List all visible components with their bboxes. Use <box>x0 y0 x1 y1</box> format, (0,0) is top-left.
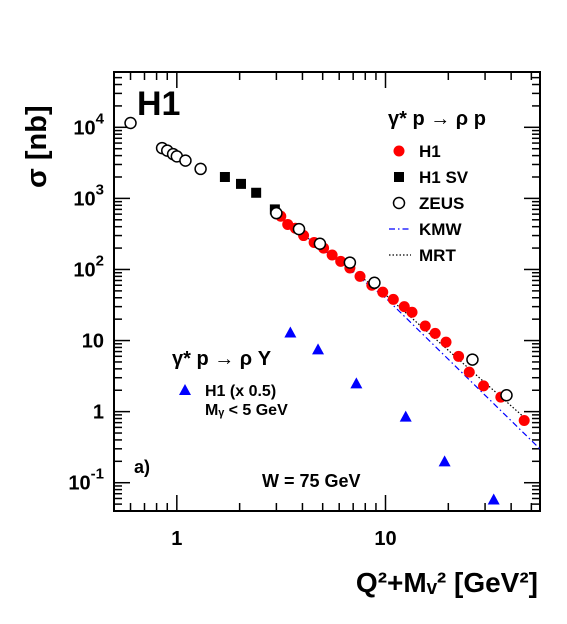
legend-swatch-h1-sv <box>394 172 404 182</box>
dissociation-mass-note: Mᵧ < 5 GeV <box>205 402 288 419</box>
x-tick-label: 10 <box>374 528 396 550</box>
point-h1 <box>406 306 418 318</box>
point-h1 <box>463 366 475 378</box>
point-h1-sv <box>235 178 246 189</box>
point-zeus <box>500 389 513 402</box>
point-h1-x-0-5 <box>284 326 297 338</box>
legend-label-zeus: ZEUS <box>419 194 464 213</box>
legend-swatch-zeus <box>392 196 406 210</box>
point-h1 <box>398 301 410 313</box>
panel-label: a) <box>134 457 150 477</box>
point-h1 <box>335 255 347 267</box>
y-axis-title: σ [nb] <box>21 105 53 188</box>
point-h1 <box>518 415 530 427</box>
point-h1 <box>377 286 389 298</box>
legend-label-kmw: KMW <box>419 220 462 239</box>
legend-swatch-h1 <box>393 145 405 157</box>
point-h1 <box>478 380 490 392</box>
x-axis-title: Q²+Mᵥ² [GeV²] <box>356 567 538 598</box>
point-h1 <box>326 249 338 261</box>
elastic-legend-title: γ* p → ρ p <box>388 108 486 130</box>
y-tick-label: 102 <box>73 252 104 281</box>
point-h1 <box>419 320 431 332</box>
point-h1-x-0-5 <box>399 410 412 422</box>
point-h1 <box>354 270 366 282</box>
dissociation-legend-title: γ* p → ρ Y <box>172 348 272 370</box>
axis-ticks <box>113 71 540 512</box>
point-h1-x-0-5 <box>312 343 325 355</box>
model-curves <box>269 208 540 450</box>
point-h1-x-0-5 <box>487 493 500 505</box>
data-markers <box>124 116 530 505</box>
tick-labels: 1 10 10-1 1 10 102 103 104 <box>68 110 396 550</box>
legend-label-mrt: MRT <box>419 246 456 265</box>
point-h1 <box>440 336 452 348</box>
point-zeus <box>343 256 357 269</box>
point-zeus <box>270 206 283 220</box>
point-h1-x-0-5 <box>438 455 451 467</box>
legend: H1 H1 SV ZEUS KMW MRT H1 (x 0.5) <box>179 142 469 400</box>
point-zeus <box>194 162 207 176</box>
plot-frame <box>113 71 541 512</box>
y-tick-label: 103 <box>73 181 104 210</box>
y-tick-label: 10 <box>82 331 104 353</box>
point-zeus <box>313 237 327 251</box>
experiment-label: H1 <box>137 85 180 123</box>
point-h1-sv <box>251 187 262 198</box>
x-tick-label: 1 <box>171 528 182 550</box>
point-h1-x-0-5 <box>350 377 363 389</box>
point-zeus <box>466 353 479 366</box>
point-h1 <box>429 327 441 339</box>
y-tick-label: 104 <box>73 110 104 139</box>
curve-kmw <box>269 208 540 450</box>
point-h1 <box>387 293 399 305</box>
point-h1 <box>453 350 465 362</box>
legend-label-h1-x-0-5: H1 (x 0.5) <box>205 383 276 400</box>
point-zeus <box>368 276 381 290</box>
point-zeus <box>124 116 137 130</box>
y-tick-label: 1 <box>93 402 104 424</box>
point-zeus <box>179 154 192 167</box>
energy-label: W = 75 GeV <box>262 471 361 491</box>
legend-label-h1-sv: H1 SV <box>419 168 469 187</box>
legend-label-h1: H1 <box>419 142 441 161</box>
point-zeus <box>292 222 306 236</box>
point-h1-sv <box>219 171 230 182</box>
legend-swatch-h1-x-0-5 <box>179 384 191 395</box>
y-tick-label: 10-1 <box>68 466 104 495</box>
